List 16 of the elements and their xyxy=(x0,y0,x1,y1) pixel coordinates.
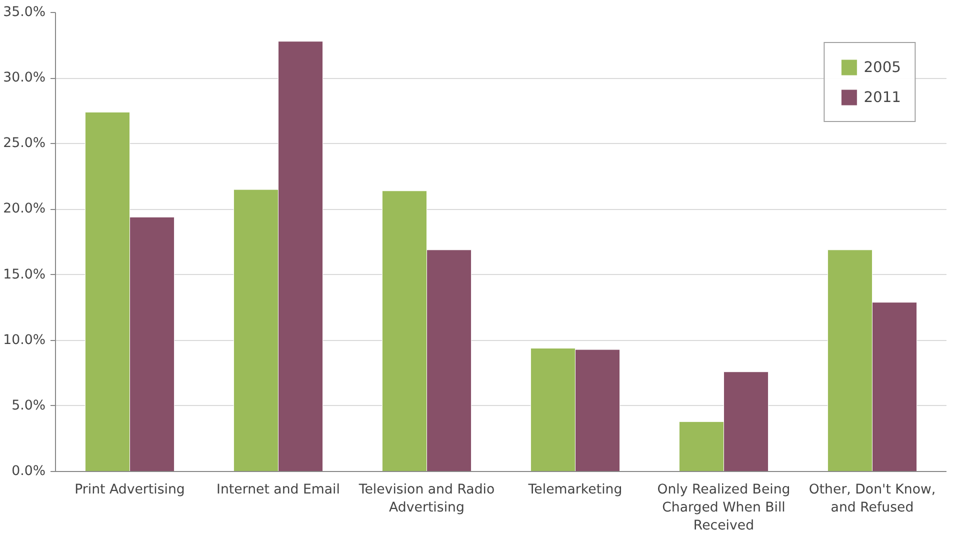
y-tick-label: 25.0% xyxy=(3,136,46,152)
x-tick-label: Television and Radio Advertising xyxy=(358,482,495,516)
y-tick-label: 10.0% xyxy=(3,332,46,348)
y-tick-label: 5.0% xyxy=(12,398,46,414)
legend-label: 2005 xyxy=(864,58,901,76)
x-tick-label: Only Realized Being Charged When Bill Received xyxy=(657,482,790,534)
y-tick-label: 35.0% xyxy=(3,5,46,20)
x-tick-label: Other, Don't Know, and Refused xyxy=(808,482,936,516)
x-tick-label: Telemarketing xyxy=(527,482,622,498)
y-tick-label: 30.0% xyxy=(3,70,46,86)
x-tick-label: Print Advertising xyxy=(74,482,185,498)
y-tick-label: 0.0% xyxy=(12,464,46,479)
x-tick-label: Internet and Email xyxy=(216,482,340,498)
y-tick-label: 20.0% xyxy=(3,202,46,217)
y-tick-label: 15.0% xyxy=(3,267,46,282)
legend-label: 2011 xyxy=(864,88,901,106)
